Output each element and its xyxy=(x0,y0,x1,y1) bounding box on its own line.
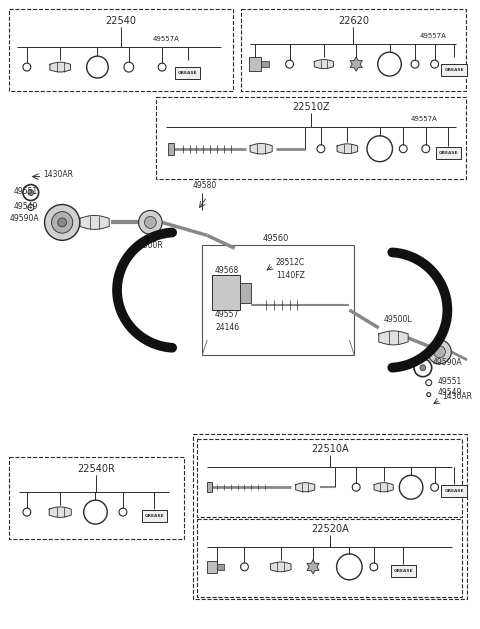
Text: 22540: 22540 xyxy=(106,16,136,26)
Text: 49551: 49551 xyxy=(438,377,462,386)
Text: 49551: 49551 xyxy=(13,187,37,196)
Bar xyxy=(250,57,261,71)
Circle shape xyxy=(420,365,426,370)
Text: 49560: 49560 xyxy=(263,234,289,243)
Polygon shape xyxy=(250,143,272,154)
Text: 49557A: 49557A xyxy=(152,36,179,42)
Bar xyxy=(207,482,212,493)
Text: GREASE: GREASE xyxy=(178,71,197,75)
Circle shape xyxy=(428,340,451,364)
Text: GREASE: GREASE xyxy=(144,514,164,518)
Polygon shape xyxy=(350,57,362,71)
Bar xyxy=(207,561,217,573)
Bar xyxy=(142,510,167,522)
Text: 49500R: 49500R xyxy=(134,241,164,250)
Circle shape xyxy=(51,211,73,233)
Text: 22510A: 22510A xyxy=(311,445,348,454)
Text: 1140FZ: 1140FZ xyxy=(276,270,305,280)
Text: 49580: 49580 xyxy=(192,181,217,190)
Text: 22520A: 22520A xyxy=(311,524,348,534)
Bar xyxy=(197,519,462,597)
Text: GREASE: GREASE xyxy=(444,68,464,72)
Text: GREASE: GREASE xyxy=(444,489,464,493)
Text: 1430AR: 1430AR xyxy=(44,170,73,179)
Bar xyxy=(192,435,467,599)
Bar xyxy=(435,147,461,159)
Circle shape xyxy=(45,204,80,240)
Bar xyxy=(240,283,252,303)
Circle shape xyxy=(28,189,34,196)
Bar xyxy=(168,143,174,155)
Bar xyxy=(217,564,224,570)
Circle shape xyxy=(433,346,445,358)
Text: GREASE: GREASE xyxy=(394,569,413,573)
Bar xyxy=(197,440,462,517)
Text: 49557A: 49557A xyxy=(411,116,438,122)
Circle shape xyxy=(139,211,162,235)
Polygon shape xyxy=(49,507,71,517)
Polygon shape xyxy=(314,60,334,69)
Text: 49568: 49568 xyxy=(215,265,240,275)
Polygon shape xyxy=(270,562,291,572)
Text: 22510Z: 22510Z xyxy=(292,102,330,112)
Text: 49590A: 49590A xyxy=(9,214,39,223)
Text: 49500L: 49500L xyxy=(384,316,412,325)
Text: GREASE: GREASE xyxy=(439,151,458,155)
Polygon shape xyxy=(307,560,319,574)
Circle shape xyxy=(58,218,67,227)
Text: 49590A: 49590A xyxy=(432,359,462,367)
Bar xyxy=(261,61,269,67)
Polygon shape xyxy=(80,216,109,230)
Polygon shape xyxy=(296,482,315,492)
Polygon shape xyxy=(337,144,358,153)
Text: 49549: 49549 xyxy=(13,202,37,211)
Circle shape xyxy=(144,216,156,228)
Bar xyxy=(442,64,467,76)
Text: 22620: 22620 xyxy=(338,16,369,26)
Polygon shape xyxy=(374,482,393,492)
Text: 24146: 24146 xyxy=(215,323,239,333)
Text: 28512C: 28512C xyxy=(276,258,305,267)
Bar xyxy=(391,565,416,577)
Bar xyxy=(202,245,354,355)
Bar xyxy=(175,67,200,79)
Text: 22540R: 22540R xyxy=(78,464,115,474)
Text: 49549: 49549 xyxy=(438,388,462,397)
Text: 49557A: 49557A xyxy=(420,33,447,39)
Polygon shape xyxy=(379,331,408,345)
Text: 49557: 49557 xyxy=(215,311,240,320)
Bar xyxy=(442,485,467,497)
Text: 1430AR: 1430AR xyxy=(443,392,472,401)
Bar xyxy=(212,275,240,310)
Polygon shape xyxy=(50,62,71,72)
Bar xyxy=(9,9,233,91)
Bar xyxy=(156,97,466,179)
Bar xyxy=(9,457,184,539)
Bar xyxy=(240,9,466,91)
